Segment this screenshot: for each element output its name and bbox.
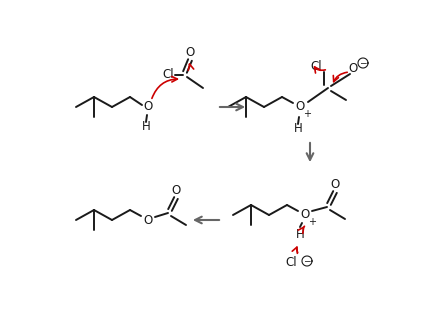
Text: O: O [330, 178, 339, 191]
Text: −: − [303, 256, 311, 266]
Text: O: O [171, 184, 181, 197]
Text: O: O [295, 100, 305, 113]
Text: O: O [349, 61, 358, 74]
Text: O: O [301, 209, 310, 222]
Text: O: O [143, 214, 152, 227]
Text: H: H [142, 120, 150, 133]
Text: Cl: Cl [310, 61, 322, 74]
Text: Cl: Cl [285, 256, 297, 269]
Text: O: O [185, 47, 194, 60]
Text: H: H [294, 122, 302, 135]
Text: −: − [359, 59, 367, 68]
Text: +: + [303, 109, 311, 119]
Text: H: H [296, 229, 304, 242]
Text: +: + [308, 217, 316, 227]
Text: O: O [143, 100, 152, 113]
Text: Cl: Cl [162, 68, 174, 81]
